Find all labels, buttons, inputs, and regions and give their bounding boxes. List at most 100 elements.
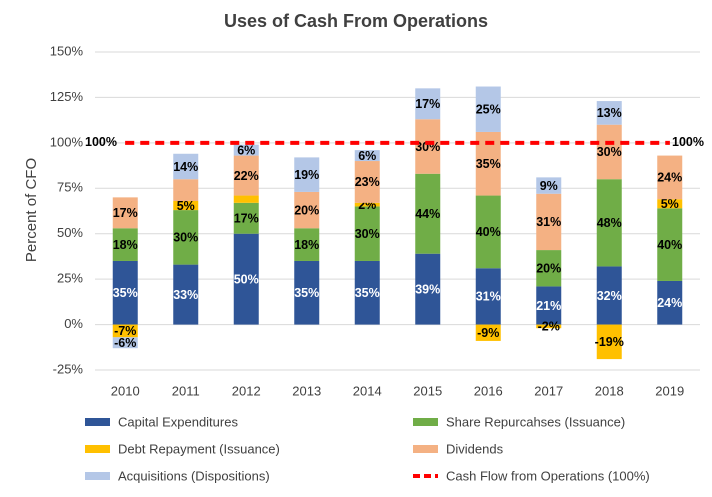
bar-segment <box>233 155 259 196</box>
bar-segment <box>354 202 380 207</box>
bar-segment <box>173 210 199 265</box>
y-tick-label: 100% <box>50 134 84 149</box>
bar-segment <box>354 150 380 162</box>
y-tick-label: 50% <box>57 225 83 240</box>
y-tick-label: 25% <box>57 271 83 286</box>
data-label: 35% <box>294 286 319 300</box>
x-tick-label: 2012 <box>232 383 261 398</box>
bar-segment <box>475 195 501 269</box>
data-label: 5% <box>177 199 195 213</box>
data-label: 17% <box>113 206 138 220</box>
legend-label: Share Repurcahses (Issuance) <box>446 414 625 429</box>
legend-swatch <box>413 445 438 453</box>
legend-swatch <box>85 418 110 426</box>
data-label: -6% <box>114 336 136 350</box>
data-label: 23% <box>355 175 380 189</box>
data-label: -9% <box>477 326 499 340</box>
y-tick-label: 75% <box>57 180 83 195</box>
bar-segment <box>475 324 501 341</box>
bar-segment <box>233 144 259 156</box>
bar-segment <box>596 179 622 267</box>
bar-segment <box>294 260 320 325</box>
data-label: 40% <box>476 225 501 239</box>
bar-segment <box>536 286 562 325</box>
y-tick-label: -25% <box>53 361 84 376</box>
data-label: 30% <box>355 227 380 241</box>
y-tick-label: 0% <box>64 316 83 331</box>
x-tick-label: 2013 <box>292 383 321 398</box>
bar-segment <box>354 260 380 325</box>
data-label: 31% <box>476 290 501 304</box>
bar-segment <box>475 268 501 325</box>
data-label: 50% <box>234 272 259 286</box>
bar-segment <box>173 153 199 180</box>
data-label: 20% <box>294 203 319 217</box>
data-label: 22% <box>234 169 259 183</box>
data-label: 24% <box>657 171 682 185</box>
data-label: 39% <box>415 282 440 296</box>
bar-segment <box>415 119 441 174</box>
bar-segment <box>112 197 138 229</box>
bar-segment <box>112 228 138 261</box>
data-label: -19% <box>595 335 624 349</box>
data-label: 18% <box>294 238 319 252</box>
bar-segment <box>536 177 562 194</box>
legend-swatch <box>413 418 438 426</box>
legend-label: Cash Flow from Operations (100%) <box>446 468 650 483</box>
bar-segment <box>112 260 138 325</box>
data-label: 20% <box>536 262 561 276</box>
data-label: 48% <box>597 216 622 230</box>
data-label: -2% <box>538 320 560 334</box>
bar-segment <box>173 201 199 211</box>
line-label: 100% <box>672 135 704 149</box>
bar-segment <box>596 324 622 360</box>
data-label: 6% <box>358 149 376 163</box>
data-label: 17% <box>415 97 440 111</box>
data-label: 13% <box>597 106 622 120</box>
bar-segment <box>657 280 683 325</box>
x-tick-label: 2014 <box>353 383 382 398</box>
bar-segment <box>294 228 320 261</box>
bar-segment <box>354 161 380 203</box>
x-tick-label: 2015 <box>413 383 442 398</box>
data-label: 24% <box>657 296 682 310</box>
data-label: 19% <box>294 168 319 182</box>
legend-label: Capital Expenditures <box>118 414 238 429</box>
bar-segment <box>173 179 199 202</box>
data-label: 31% <box>536 215 561 229</box>
legend-label: Acquisitions (Dispositions) <box>118 468 270 483</box>
data-label: 33% <box>173 288 198 302</box>
bar-segment <box>536 193 562 251</box>
data-label: 44% <box>415 207 440 221</box>
bar-segment <box>657 208 683 281</box>
line-label: 100% <box>85 135 117 149</box>
bar-segment <box>415 88 441 120</box>
bar-segment <box>294 191 320 229</box>
bar-segment <box>596 266 622 325</box>
bar-segment <box>354 206 380 261</box>
legend-swatch <box>85 472 110 480</box>
data-label: -7% <box>114 324 136 338</box>
chart-title: Uses of Cash From Operations <box>224 11 488 31</box>
data-label: 18% <box>113 238 138 252</box>
bar-segment <box>112 324 138 338</box>
y-tick-label: 125% <box>50 89 84 104</box>
bar-segment <box>415 173 441 254</box>
bar-segment <box>475 86 501 132</box>
x-tick-label: 2011 <box>172 383 200 398</box>
bar-segment <box>415 253 441 325</box>
bar-segment <box>536 250 562 287</box>
x-tick-label: 2016 <box>474 383 503 398</box>
x-tick-label: 2010 <box>111 383 140 398</box>
legend-swatch <box>85 445 110 453</box>
x-tick-label: 2018 <box>595 383 624 398</box>
bar-segment <box>173 264 199 325</box>
x-tick-label: 2017 <box>534 383 563 398</box>
bar-segment <box>233 195 259 203</box>
bar-segment <box>536 324 562 329</box>
data-label: 6% <box>237 143 255 157</box>
data-label: 30% <box>173 231 198 245</box>
data-label: 5% <box>661 197 679 211</box>
bar-segment <box>596 101 622 125</box>
